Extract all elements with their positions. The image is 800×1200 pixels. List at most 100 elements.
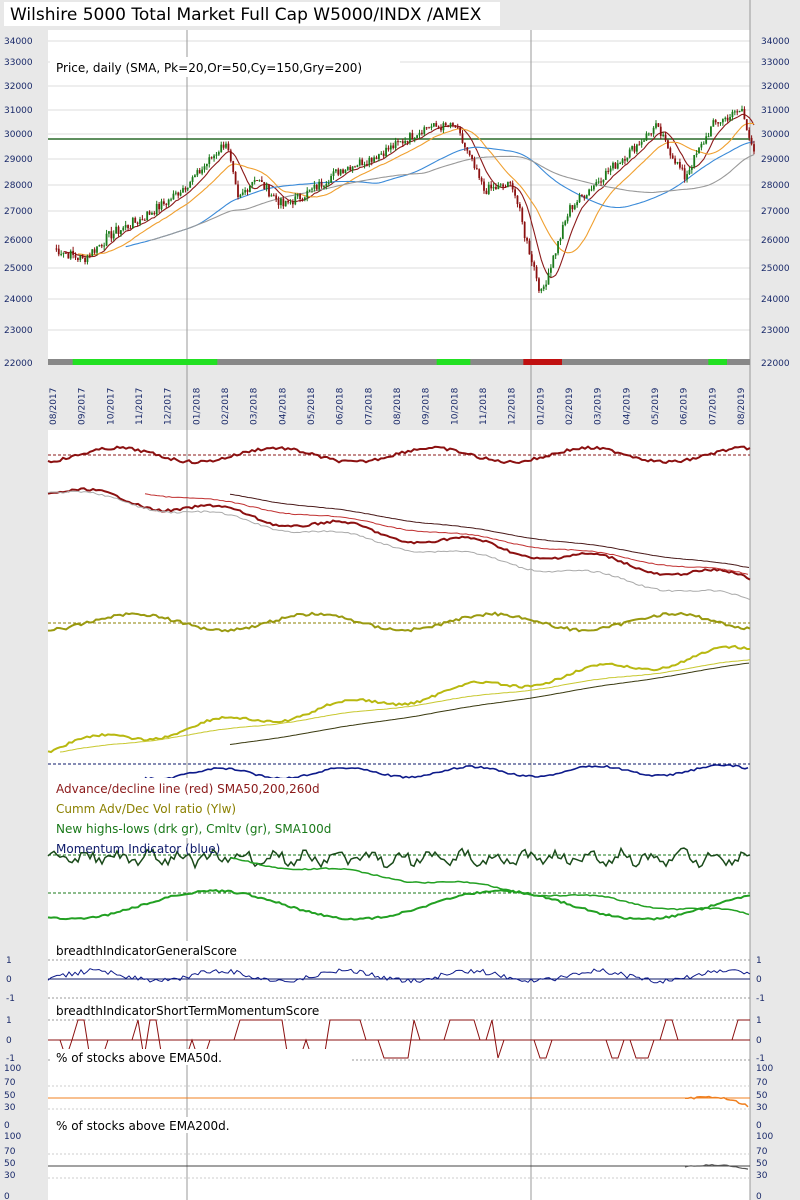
price-tick-right: 25000: [761, 264, 790, 274]
price-tick-right: 26000: [761, 236, 790, 246]
candle-body: [370, 157, 373, 162]
candle-body: [463, 142, 466, 148]
candle-body: [351, 166, 354, 171]
candle-body: [143, 219, 146, 221]
candle-body: [91, 249, 94, 257]
candle-body: [559, 238, 562, 242]
candle-body: [444, 123, 447, 126]
candle-body: [413, 137, 416, 140]
candle-body: [499, 184, 502, 186]
candle-body: [535, 266, 538, 279]
score-tick: -1: [756, 1054, 765, 1064]
candle-body: [404, 140, 407, 144]
legend-box-ad: [50, 778, 350, 798]
candle-body: [710, 126, 712, 137]
candle-body: [201, 169, 204, 174]
candle-body: [253, 180, 256, 182]
price-tick-left: 30000: [4, 130, 33, 140]
candle-body: [664, 134, 667, 141]
candle-body: [272, 195, 275, 197]
candle-body: [633, 146, 636, 152]
candle-body: [189, 181, 192, 188]
candle-body: [229, 150, 232, 162]
candle-body: [748, 130, 751, 138]
candle-body: [354, 166, 356, 168]
ema200-label: % of stocks above EMA200d.: [56, 1119, 230, 1133]
price-tick-left: 25000: [4, 264, 33, 274]
candle-body: [590, 189, 593, 191]
date-tick: 04/2019: [622, 387, 632, 425]
candle-body: [81, 255, 84, 258]
candle-body: [540, 288, 543, 291]
candle-body: [724, 117, 727, 120]
momentum-line: [144, 763, 749, 781]
candle-body: [239, 194, 242, 198]
candle-body: [492, 186, 495, 189]
candle-body: [528, 240, 531, 255]
candle-body: [736, 111, 739, 113]
candle-body: [232, 161, 235, 173]
date-tick: 08/2019: [737, 387, 747, 425]
candle-body: [497, 185, 500, 190]
price-tick-left: 26000: [4, 236, 33, 246]
date-tick: 07/2018: [364, 387, 374, 425]
candle-body: [112, 233, 115, 239]
candle-body: [96, 246, 98, 253]
candle-body: [564, 221, 567, 225]
candle-body: [74, 254, 77, 258]
candle-body: [693, 155, 696, 167]
candle-body: [609, 168, 612, 172]
candle-body: [332, 171, 335, 176]
candle-body: [425, 127, 428, 129]
date-tick: 12/2017: [164, 388, 174, 425]
candle-body: [76, 257, 79, 261]
candle-body: [186, 187, 189, 190]
candle-body: [162, 201, 165, 204]
candle-body: [678, 161, 681, 168]
score-tick: 0: [756, 975, 762, 985]
candle-body: [516, 195, 519, 205]
candle-body: [468, 150, 471, 156]
ema50-line: [684, 1095, 749, 1108]
candle-body: [459, 127, 462, 134]
candle-body: [174, 192, 177, 194]
candle-body: [655, 123, 657, 128]
candle-body: [397, 141, 399, 143]
candle-body: [377, 154, 380, 159]
candle-body: [466, 147, 469, 151]
candle-body: [69, 250, 72, 259]
candle-body: [542, 286, 545, 289]
score-tick: 0: [6, 1036, 12, 1046]
candle-body: [683, 168, 686, 180]
candle-body: [702, 143, 705, 145]
new-highs-lows: [47, 846, 751, 870]
candle-body: [246, 190, 249, 192]
candle-body: [366, 164, 368, 166]
candle-body: [428, 127, 430, 129]
candle-body: [401, 141, 404, 144]
candle-body: [141, 219, 144, 221]
candle-body: [614, 162, 617, 169]
candle-body: [72, 250, 75, 255]
candle-body: [750, 137, 753, 145]
candle-body: [506, 182, 509, 187]
candle-body: [385, 147, 387, 157]
candle-body: [416, 135, 419, 138]
candle-body: [119, 230, 122, 235]
candle-body: [676, 161, 679, 164]
score-tick: 0: [756, 1192, 762, 1200]
candle-body: [552, 255, 555, 268]
candle-body: [244, 190, 247, 193]
candle-body: [184, 188, 187, 190]
candle-body: [626, 157, 629, 161]
candle-body: [741, 108, 743, 111]
candle-body: [191, 177, 194, 182]
candle-body: [296, 194, 299, 197]
candle-body: [117, 226, 120, 235]
candle-body: [557, 241, 559, 254]
candle-body: [624, 159, 626, 161]
nhnl-sma100: [229, 856, 750, 916]
candle-body: [294, 196, 297, 205]
candle-body: [65, 252, 67, 254]
candle-body: [155, 203, 158, 215]
